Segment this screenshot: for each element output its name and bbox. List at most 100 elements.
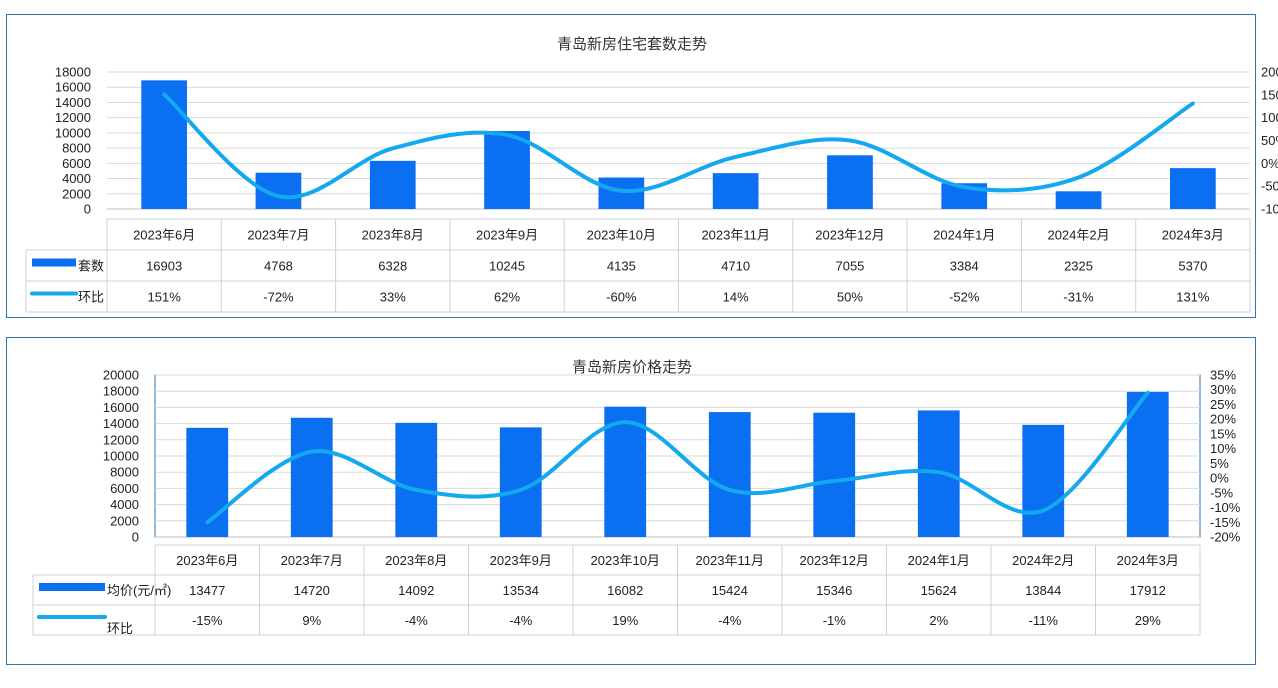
category-label: 2023年6月 (176, 553, 238, 568)
category-label: 2023年10月 (591, 553, 660, 568)
y2-tick-label: 5% (1210, 456, 1229, 471)
ratio-value-cell: 19% (612, 613, 638, 628)
bar (290, 417, 333, 537)
y-tick-label: 4000 (110, 497, 139, 512)
y2-tick-label: 50% (1261, 133, 1278, 148)
ratio-value-cell: -1% (823, 613, 847, 628)
bar-value-cell: 4710 (721, 259, 750, 274)
bar (712, 173, 759, 209)
category-label: 2024年1月 (908, 553, 970, 568)
category-label: 2023年9月 (490, 553, 552, 568)
bar (827, 155, 873, 209)
bar (141, 80, 188, 209)
y2-tick-label: 30% (1210, 382, 1236, 397)
ratio-value-cell: -52% (949, 290, 980, 305)
bar-value-cell: 15346 (816, 583, 852, 598)
bar (369, 160, 416, 209)
y2-tick-label: -10% (1210, 500, 1241, 515)
y-tick-label: 18000 (55, 65, 91, 80)
legend-label-line: 环比 (78, 290, 104, 305)
legend-label-bar: 套数 (78, 259, 104, 274)
legend-label-line: 环比 (107, 621, 133, 636)
y2-tick-label: 150% (1261, 87, 1278, 102)
bar-value-cell: 16903 (146, 259, 182, 274)
bar-value-cell: 6328 (378, 259, 407, 274)
category-label: 2023年12月 (800, 553, 869, 568)
bar (813, 412, 856, 537)
bar-value-cell: 4135 (607, 259, 636, 274)
ratio-value-cell: 131% (1176, 290, 1210, 305)
y-tick-label: 10000 (55, 125, 91, 140)
bar-value-cell: 10245 (489, 259, 525, 274)
bar (1126, 391, 1169, 537)
ratio-value-cell: 29% (1135, 613, 1161, 628)
y2-tick-label: -20% (1210, 530, 1241, 545)
ratio-value-cell: 151% (148, 290, 182, 305)
category-label: 2024年2月 (1012, 553, 1074, 568)
category-label: 2023年12月 (815, 228, 884, 243)
legend-label-bar: 均价(元/㎡) (107, 583, 171, 598)
category-label: 2024年3月 (1162, 228, 1224, 243)
category-label: 2023年11月 (701, 228, 769, 243)
bar-value-cell: 13477 (189, 583, 225, 598)
ratio-line (162, 92, 1195, 200)
bar-value-cell: 15624 (921, 583, 957, 598)
y2-tick-label: 35% (1210, 368, 1236, 383)
y2-tick-label: -50% (1261, 179, 1278, 194)
ratio-value-cell: -15% (192, 613, 223, 628)
category-label: 2023年8月 (385, 553, 447, 568)
ratio-value-cell: -4% (405, 613, 429, 628)
bar-value-cell: 14720 (294, 583, 330, 598)
y-tick-label: 14000 (55, 95, 91, 110)
bar (604, 406, 647, 537)
category-label: 2023年9月 (476, 228, 538, 243)
y-tick-label: 16000 (103, 400, 139, 415)
category-label: 2023年8月 (362, 228, 424, 243)
y2-tick-label: 10% (1210, 441, 1236, 456)
category-label: 2024年1月 (933, 228, 995, 243)
category-label: 2023年10月 (587, 228, 656, 243)
ratio-value-cell: -11% (1029, 613, 1059, 628)
y-tick-label: 4000 (62, 171, 91, 186)
legend-key-bar (39, 583, 105, 591)
y2-tick-label: 15% (1210, 426, 1236, 441)
ratio-value-cell: -60% (606, 290, 637, 305)
ratio-value-cell: 14% (723, 290, 749, 305)
bar-value-cell: 14092 (398, 583, 434, 598)
y2-tick-label: 20% (1210, 412, 1236, 427)
bar (708, 412, 751, 537)
bar-value-cell: 5370 (1178, 259, 1207, 274)
y2-tick-label: -15% (1210, 515, 1241, 530)
y-tick-label: 8000 (62, 141, 91, 156)
y-tick-label: 18000 (103, 384, 139, 399)
y-tick-label: 14000 (103, 416, 139, 431)
y-tick-label: 16000 (55, 80, 91, 95)
bar (1022, 424, 1065, 537)
bar-value-cell: 3384 (950, 259, 979, 274)
y2-tick-label: 100% (1261, 110, 1278, 125)
category-label: 2023年6月 (133, 228, 195, 243)
category-label: 2024年3月 (1117, 553, 1179, 568)
bar-value-cell: 13844 (1025, 583, 1061, 598)
y2-tick-label: 200% (1261, 65, 1278, 80)
y-tick-label: 8000 (110, 465, 139, 480)
y2-tick-label: -5% (1210, 485, 1234, 500)
chart-panel-price: 青岛新房价格走势 0 2000 4000 6000 8000 10000 12000 14000… (6, 337, 1256, 665)
chart-title: 青岛新房价格走势 (572, 359, 692, 376)
y-tick-label: 12000 (103, 432, 139, 447)
chart-panel-sales-count: 青岛新房住宅套数走势 0 2000 4000 6000 8000 10000 12000 140… (6, 14, 1278, 318)
y-tick-label: 2000 (110, 513, 139, 528)
ratio-value-cell: -4% (509, 613, 533, 628)
bar-value-cell: 16082 (607, 583, 643, 598)
ratio-value-cell: -31% (1063, 290, 1094, 305)
y2-tick-label: 0% (1210, 471, 1229, 486)
bar-value-cell: 7055 (835, 259, 864, 274)
y-tick-label: 20000 (103, 368, 139, 383)
legend-key-bar (32, 258, 76, 267)
bar (484, 131, 530, 209)
sales-count-chart: 青岛新房住宅套数走势 020004000600080001000012000140… (25, 36, 1278, 313)
bar (1169, 168, 1216, 209)
ratio-value-cell: -72% (263, 290, 294, 305)
bar (598, 177, 645, 209)
